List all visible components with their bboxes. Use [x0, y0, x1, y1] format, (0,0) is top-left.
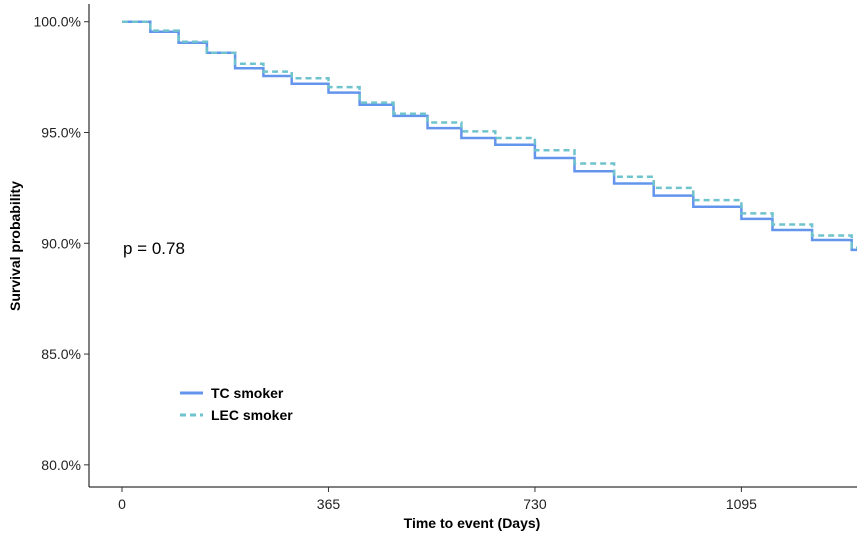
- y-axis-title: Survival probability: [7, 181, 23, 311]
- x-tick-label: 1095: [726, 496, 757, 512]
- series-line-tc-smoker: [122, 20, 857, 252]
- y-tick-label: 95.0%: [41, 125, 81, 141]
- x-ticks: 0 365 730 1095: [118, 487, 757, 512]
- series-line-lec-smoker: [122, 20, 857, 249]
- legend-label-tc-smoker: TC smoker: [211, 385, 284, 401]
- legend: TC smoker LEC smoker: [180, 385, 293, 423]
- y-tick-label: 90.0%: [41, 235, 81, 251]
- y-ticks: 80.0% 85.0% 90.0% 95.0% 100.0%: [34, 14, 89, 473]
- x-tick-label: 365: [317, 496, 341, 512]
- y-tick-label: 80.0%: [41, 457, 81, 473]
- legend-label-lec-smoker: LEC smoker: [211, 407, 293, 423]
- axes: [88, 4, 857, 488]
- x-tick-label: 730: [523, 496, 547, 512]
- series-layer: [122, 20, 857, 252]
- x-tick-label: 0: [118, 496, 126, 512]
- p-value-annotation: p = 0.78: [123, 239, 185, 258]
- y-tick-label: 100.0%: [34, 14, 81, 30]
- x-axis-title: Time to event (Days): [404, 515, 541, 531]
- y-tick-label: 85.0%: [41, 346, 81, 362]
